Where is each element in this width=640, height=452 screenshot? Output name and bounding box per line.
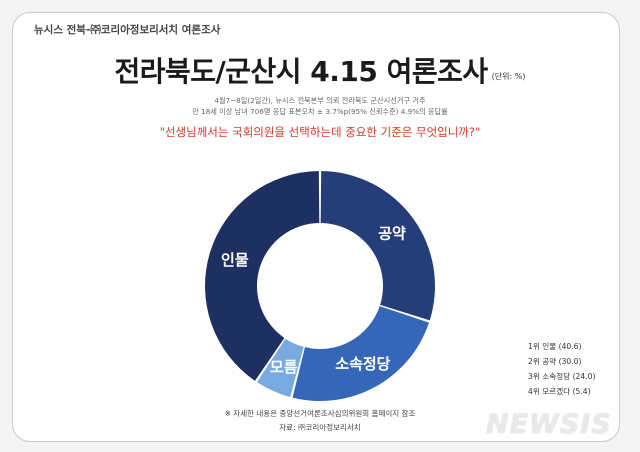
- unit-label: (단위: %): [491, 72, 526, 81]
- donut-label-1: 공약: [378, 225, 406, 243]
- rank-list: 1위 인물 (40.6) 2위 공약 (30.0) 3위 소속정당 (24.0)…: [528, 339, 595, 399]
- newsis-watermark: NEWSIS: [486, 409, 612, 440]
- footnote: ※ 자세한 내용은 중앙선거여론조사심의위원회 홈페이지 참조: [224, 409, 416, 418]
- donut-label-2: 소속정당: [335, 355, 390, 373]
- donut-slice-1: [320, 171, 435, 321]
- rank-item-1: 1위 인물 (40.6): [528, 342, 582, 351]
- data-source: 자료: ㈜코리아정보리서치: [279, 423, 361, 432]
- rank-item-2: 2위 공약 (30.0): [528, 357, 582, 366]
- donut-slice-2: [292, 306, 429, 401]
- survey-info-line-2: 만 18세 이상 남녀 706명 응답 표본오차 ± 3.7%p(95% 신뢰수…: [192, 107, 448, 116]
- title-row: 전라북도/군산시 4.15 여론조사 (단위: %): [0, 50, 640, 90]
- survey-info-line-1: 4월7~8일(2일간), 뉴시스 전북본부 의뢰 전라북도 군산시선거구 거주: [214, 96, 426, 105]
- rank-item-3: 3위 소속정당 (24.0): [528, 372, 596, 381]
- donut-slice-3: [256, 338, 304, 398]
- rank-item-4: 4위 모르겠다 (5.4): [528, 387, 591, 396]
- donut-slice-4: [204, 171, 320, 381]
- chart-title: 전라북도/군산시 4.15 여론조사: [114, 55, 489, 88]
- donut-label-4: 인물: [221, 251, 249, 269]
- source-header: 뉴시스 전북-㈜코리아정보리서치 여론조사: [34, 24, 221, 36]
- survey-question: "선생님께서는 국회의원을 선택하는데 중요한 기준은 무엇입니까?": [159, 125, 481, 139]
- donut-label-3: 모름: [270, 358, 298, 376]
